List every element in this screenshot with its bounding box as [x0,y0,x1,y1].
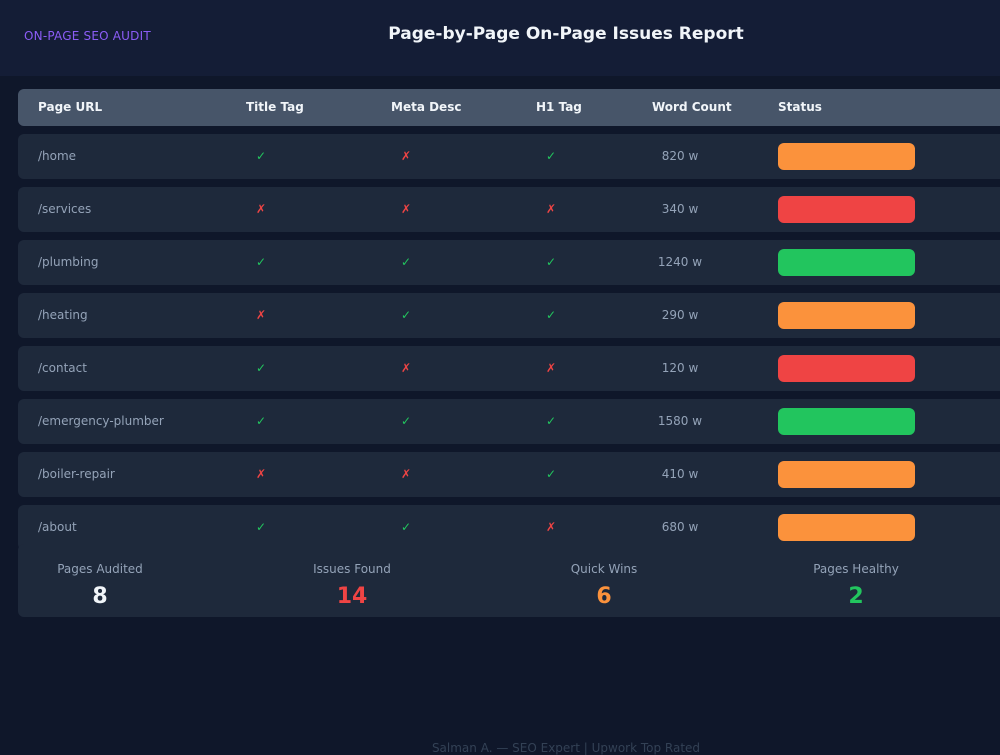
header-bar: ON-PAGE SEO AUDIT Page-by-Page On-Page I… [0,0,1000,76]
meta-desc-check: ✓ [401,255,412,269]
page-title: Page-by-Page On-Page Issues Report [388,24,744,44]
stat-label: Pages Audited [57,562,143,576]
title-tag-check: ✓ [256,414,267,428]
status-bar [778,249,915,276]
status-bar [778,302,915,329]
table-row[interactable]: /heating ✗ ✓ ✓ 290 w [18,293,1000,338]
status-bar [778,196,915,223]
word-count: 820 w [661,149,699,163]
title-tag-check: ✗ [256,467,267,481]
page-url[interactable]: /about [38,520,77,534]
table-header: Page URL Title Tag Meta Desc H1 Tag Word… [18,89,1000,126]
stat-label: Pages Healthy [813,562,899,576]
status-bar [778,355,915,382]
meta-desc-check: ✓ [401,308,412,322]
h1-tag-check: ✓ [546,255,557,269]
page-url[interactable]: /home [38,149,77,163]
summary-panel: Pages Audited 8 Issues Found 14 Quick Wi… [18,544,1000,617]
status-bar [778,143,915,170]
table-row[interactable]: /boiler-repair ✗ ✗ ✓ 410 w [18,452,1000,497]
status-bar [778,408,915,435]
stat-value: 6 [596,584,612,609]
footer-credit: Salman A. — SEO Expert | Upwork Top Rate… [431,741,701,755]
page-url[interactable]: /heating [38,308,88,322]
stat-value: 8 [92,584,108,609]
page-url[interactable]: /contact [38,361,87,375]
meta-desc-check: ✗ [401,467,412,481]
page-url[interactable]: /services [38,202,92,216]
h1-tag-check: ✓ [546,308,557,322]
stat-value: 2 [848,584,864,609]
h1-tag-check: ✓ [546,467,557,481]
column-header-meta-desc: Meta Desc [391,100,462,114]
column-header-h1-tag: H1 Tag [536,100,582,114]
page-url[interactable]: /emergency-plumber [38,414,164,428]
table-row[interactable]: /about ✓ ✓ ✗ 680 w [18,505,1000,550]
meta-desc-check: ✓ [401,414,412,428]
word-count: 410 w [661,467,699,481]
h1-tag-check: ✗ [546,202,557,216]
stat-label: Issues Found [313,562,391,576]
meta-desc-check: ✓ [401,520,412,534]
meta-desc-check: ✗ [401,149,412,163]
table-row[interactable]: /services ✗ ✗ ✗ 340 w [18,187,1000,232]
column-header-url: Page URL [38,100,103,114]
issues-table: Page URL Title Tag Meta Desc H1 Tag Word… [18,89,1000,550]
word-count: 680 w [661,520,699,534]
stat-value: 14 [336,584,368,609]
column-header-word-count: Word Count [652,100,732,114]
title-tag-check: ✓ [256,255,267,269]
word-count: 340 w [661,202,699,216]
page-url[interactable]: /boiler-repair [38,467,115,481]
status-bar [778,461,915,488]
table-row[interactable]: /contact ✓ ✗ ✗ 120 w [18,346,1000,391]
table-row[interactable]: /plumbing ✓ ✓ ✓ 1240 w [18,240,1000,285]
title-tag-check: ✓ [256,361,267,375]
title-tag-check: ✓ [256,520,267,534]
word-count: 1240 w [657,255,703,269]
meta-desc-check: ✗ [401,202,412,216]
word-count: 290 w [661,308,699,322]
brand-label: ON-PAGE SEO AUDIT [24,29,151,43]
column-header-status: Status [778,100,822,114]
stat-label: Quick Wins [570,562,638,576]
h1-tag-check: ✗ [546,520,557,534]
status-bar [778,514,915,541]
word-count: 1580 w [657,414,703,428]
title-tag-check: ✓ [256,149,267,163]
h1-tag-check: ✓ [546,149,557,163]
table-row[interactable]: /home ✓ ✗ ✓ 820 w [18,134,1000,179]
page-url[interactable]: /plumbing [38,255,99,269]
word-count: 120 w [661,361,699,375]
title-tag-check: ✗ [256,308,267,322]
h1-tag-check: ✗ [546,361,557,375]
table-row[interactable]: /emergency-plumber ✓ ✓ ✓ 1580 w [18,399,1000,444]
h1-tag-check: ✓ [546,414,557,428]
column-header-title-tag: Title Tag [246,100,304,114]
meta-desc-check: ✗ [401,361,412,375]
title-tag-check: ✗ [256,202,267,216]
